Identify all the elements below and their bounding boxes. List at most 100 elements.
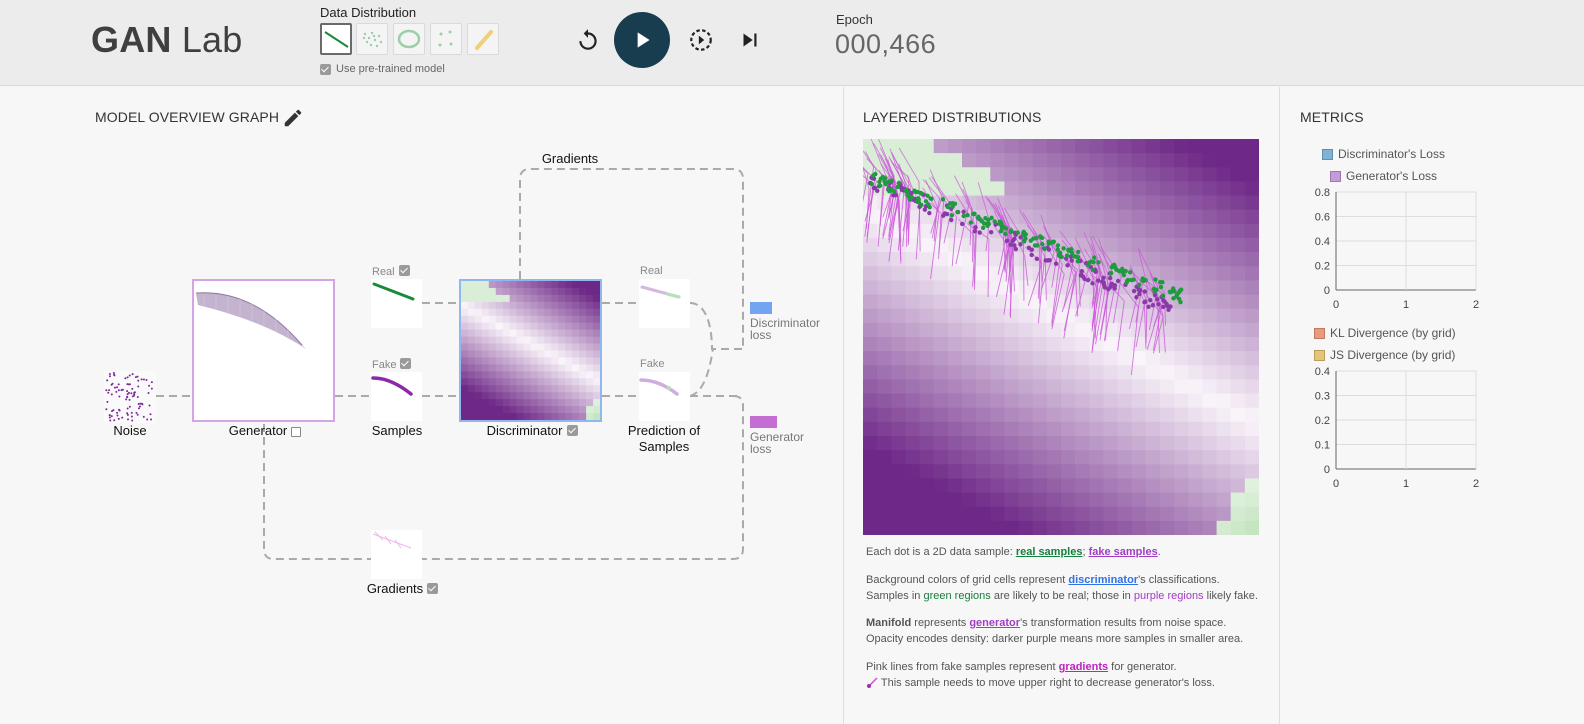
grid-cell	[1145, 308, 1161, 324]
grid-cell	[551, 364, 559, 372]
grid-cell	[1004, 294, 1020, 310]
grid-cell	[1202, 322, 1218, 338]
slow-motion-button[interactable]	[688, 27, 714, 53]
discriminator-checkbox[interactable]	[567, 425, 579, 436]
generator-checkbox[interactable]	[291, 426, 302, 437]
real-prediction-box[interactable]	[639, 279, 690, 328]
grid-cell	[1089, 464, 1104, 479]
grid-cell	[962, 520, 977, 535]
grid-cell	[1046, 181, 1062, 197]
grid-cell	[1202, 393, 1218, 409]
grid-cell	[593, 357, 600, 365]
generator-box[interactable]	[192, 279, 335, 422]
real-samples-box[interactable]	[371, 279, 422, 328]
distribution-draw-option[interactable]	[467, 23, 499, 55]
gradient-line	[1040, 240, 1043, 283]
grid-cell	[593, 343, 600, 351]
grid-cell	[1188, 266, 1203, 281]
real-sample-dot	[986, 217, 991, 223]
discriminator-box[interactable]	[459, 279, 602, 422]
discriminator-link[interactable]: discriminator	[1068, 574, 1139, 586]
fake-prediction-box[interactable]	[639, 372, 690, 421]
grid-cell	[1046, 365, 1062, 380]
grid-cell	[1202, 337, 1218, 352]
grid-cell	[1061, 153, 1076, 168]
step-button[interactable]	[737, 27, 763, 53]
grid-cell	[502, 315, 511, 324]
real-sample-dot	[915, 199, 920, 205]
fake-samples-box[interactable]	[371, 372, 422, 421]
fake-sample-dot	[1136, 287, 1141, 293]
grid-cell	[1145, 478, 1161, 494]
noise-box[interactable]	[104, 371, 156, 423]
grid-cell	[495, 392, 504, 400]
gradient-line	[938, 197, 945, 254]
grid-cell	[488, 301, 497, 310]
grid-cell	[877, 308, 892, 324]
grid-cell	[509, 336, 518, 345]
grid-cell	[1230, 351, 1246, 366]
grid-cell	[488, 287, 497, 296]
real-sample-dot	[1152, 289, 1157, 294]
grid-cell	[537, 329, 545, 338]
grid-cell	[551, 385, 559, 393]
fake-sample-dot	[1161, 298, 1166, 303]
grid-cell	[1117, 450, 1133, 465]
grid-cell	[1216, 252, 1232, 267]
reset-button[interactable]	[575, 27, 601, 53]
gradient-line	[1051, 273, 1065, 330]
fake-samples-scatter	[371, 376, 413, 396]
grid-cell	[976, 153, 991, 168]
real-sample-dot	[1003, 231, 1008, 237]
grid-cell	[1202, 181, 1218, 197]
grid-cell	[1061, 464, 1076, 479]
pretrained-checkbox[interactable]: Use pre-trained model	[320, 63, 445, 75]
layered-distribution-canvas[interactable]	[863, 139, 1259, 535]
real-samples-link[interactable]: real samples	[1015, 546, 1083, 558]
edit-model-button[interactable]	[282, 107, 304, 134]
grid-cell	[891, 450, 906, 465]
real-sample-dot	[1116, 268, 1122, 274]
grid-cell	[523, 322, 531, 331]
grid-cell	[467, 364, 476, 372]
grid-cell	[990, 450, 1005, 465]
generator-link[interactable]: generator	[969, 617, 1021, 629]
fake-sample-dot	[1078, 273, 1084, 278]
grid-cell	[1117, 337, 1133, 352]
grid-cell	[1131, 238, 1147, 253]
grid-cell	[1061, 450, 1076, 465]
gradient-line	[887, 159, 898, 190]
gradients-link[interactable]: gradients	[1058, 661, 1109, 673]
grid-cell	[488, 281, 497, 289]
grid-cell	[467, 329, 476, 338]
real-checkbox[interactable]	[398, 265, 410, 276]
noise-dot	[142, 378, 145, 381]
grid-cell	[1032, 393, 1048, 409]
gradients-checkbox[interactable]	[427, 583, 439, 594]
grid-cell	[467, 392, 476, 400]
grid-cell	[1230, 153, 1246, 168]
fake-samples-link[interactable]: fake samples	[1088, 546, 1158, 558]
pencil-icon	[284, 109, 302, 127]
grid-cell	[990, 407, 1005, 423]
grid-cell	[481, 301, 490, 310]
grid-cell	[586, 413, 594, 420]
distribution-gaussian-option[interactable]	[356, 23, 388, 55]
real-sample-dot	[1096, 260, 1101, 265]
grid-cell	[523, 413, 531, 420]
grid-cell	[495, 315, 504, 324]
distribution-line-option[interactable]	[320, 23, 352, 55]
grid-cell	[502, 322, 511, 331]
distribution-ring-option[interactable]	[393, 23, 425, 55]
fake-checkbox[interactable]	[400, 358, 412, 369]
grid-cell	[572, 357, 580, 365]
grid-cell	[1145, 365, 1161, 380]
play-button[interactable]	[614, 12, 670, 68]
gradients-box[interactable]	[371, 530, 422, 579]
grid-cell	[1202, 195, 1218, 211]
grid-cell	[1202, 167, 1218, 182]
gradient-line	[898, 200, 902, 264]
grid-cell	[1032, 139, 1048, 154]
distribution-disjoint-option[interactable]	[430, 23, 462, 55]
grid-cell	[502, 281, 511, 289]
